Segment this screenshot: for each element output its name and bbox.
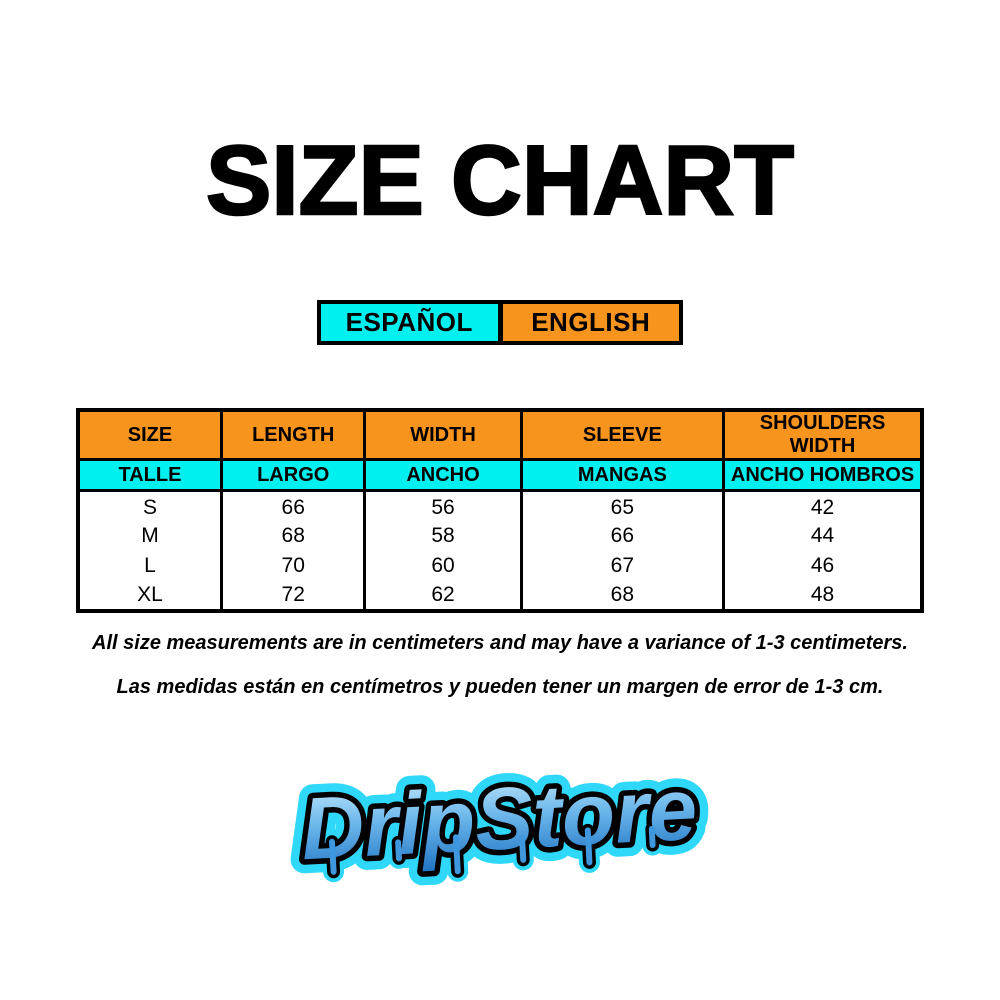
language-tab-espanol[interactable]: ESPAÑOL: [321, 304, 498, 341]
language-tab-english[interactable]: ENGLISH: [497, 304, 679, 341]
header-shoulders: SHOULDERS WIDTH: [722, 408, 924, 461]
brand-logo: DripStore DripStore: [270, 745, 730, 915]
cell-shoulders: 44: [722, 520, 924, 551]
header-mangas: MANGAS: [519, 458, 726, 492]
table-row-s: S 66 56 65 42: [76, 490, 924, 521]
header-ancho-hombros: ANCHO HOMBROS: [722, 458, 924, 492]
language-toggle: ESPAÑOL ENGLISH: [317, 300, 683, 345]
note-english: All size measurements are in centimeters…: [92, 632, 908, 654]
dripstore-logo-icon: DripStore DripStore: [285, 745, 714, 893]
cell-size: M: [76, 520, 223, 551]
header-largo: LARGO: [219, 458, 367, 492]
cell-length: 70: [219, 550, 367, 581]
header-row-spanish: TALLE LARGO ANCHO MANGAS ANCHO HOMBROS: [76, 458, 924, 492]
cell-size: XL: [76, 580, 223, 611]
header-ancho: ANCHO: [363, 458, 523, 492]
logo-text: DripStore: [299, 759, 700, 879]
cell-sleeve: 68: [519, 580, 726, 611]
cell-sleeve: 65: [519, 490, 726, 521]
header-length: LENGTH: [219, 408, 367, 461]
header-size: SIZE: [76, 408, 223, 461]
table-row-l: L 70 60 67 46: [76, 550, 924, 581]
cell-sleeve: 66: [519, 520, 726, 551]
logo-drips-core-icon: [329, 826, 656, 875]
cell-width: 58: [363, 520, 523, 551]
note-spanish: Las medidas están en centímetros y puede…: [116, 676, 884, 698]
table-row-m: M 68 58 66 44: [76, 520, 924, 551]
cell-length: 68: [219, 520, 367, 551]
cell-length: 66: [219, 490, 367, 521]
cell-width: 62: [363, 580, 523, 611]
size-table: SIZE LENGTH WIDTH SLEEVE SHOULDERS WIDTH…: [76, 408, 924, 613]
header-sleeve: SLEEVE: [519, 408, 726, 461]
cell-size: S: [76, 490, 223, 521]
cell-size: L: [76, 550, 223, 581]
cell-shoulders: 42: [722, 490, 924, 521]
cell-width: 60: [363, 550, 523, 581]
page-title: SIZE CHART: [205, 124, 796, 237]
cell-width: 56: [363, 490, 523, 521]
table-row-xl: XL 72 62 68 48: [76, 580, 924, 611]
header-row-english: SIZE LENGTH WIDTH SLEEVE SHOULDERS WIDTH: [76, 408, 924, 461]
header-width: WIDTH: [363, 408, 523, 461]
cell-shoulders: 46: [722, 550, 924, 581]
cell-length: 72: [219, 580, 367, 611]
cell-shoulders: 48: [722, 580, 924, 611]
header-talle: TALLE: [76, 458, 223, 492]
cell-sleeve: 67: [519, 550, 726, 581]
